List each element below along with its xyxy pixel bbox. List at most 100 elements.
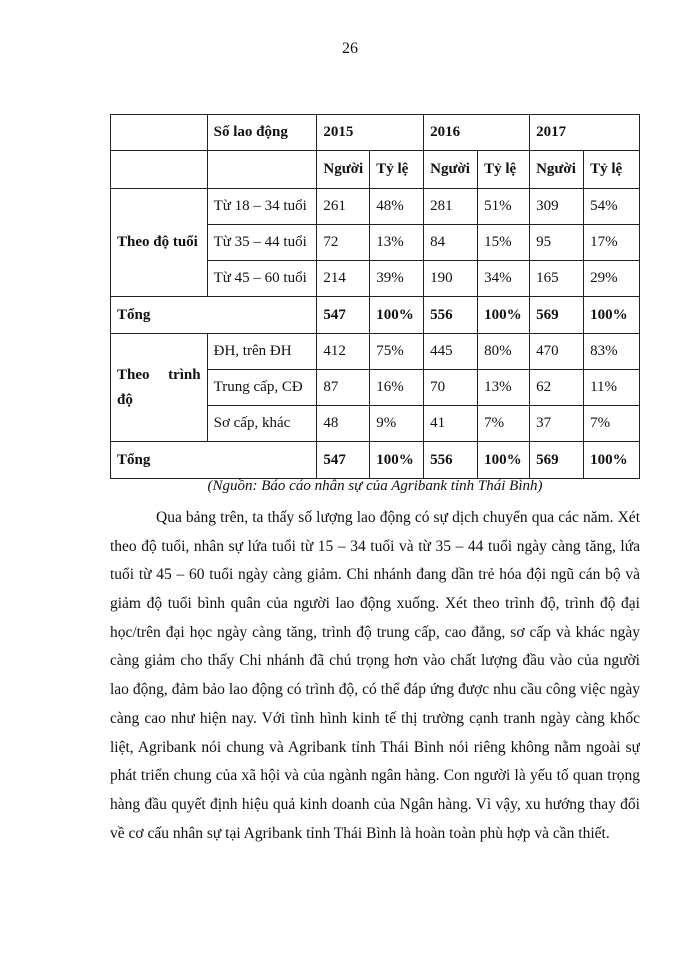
row-label: Từ 35 – 44 tuổi — [206, 224, 318, 261]
subheader-row: Người Tỷ lệ Người Tỷ lệ Người Tỷ lệ — [110, 150, 640, 189]
data-cell: 16% — [369, 369, 425, 406]
data-cell: 15% — [477, 224, 531, 261]
total-row: Tổng 547 100% 556 100% 569 100% — [109, 296, 640, 334]
subheader-cell: Tỷ lệ — [369, 150, 425, 189]
year-header: 2017 — [529, 114, 640, 151]
empty-cell — [110, 114, 208, 151]
subheader-cell: Tỷ lệ — [583, 150, 640, 189]
total-cell: 547 — [316, 441, 371, 479]
row-label: Từ 45 – 60 tuổi — [206, 260, 318, 297]
data-cell: 165 — [529, 260, 585, 297]
total-cell: 100% — [477, 296, 531, 334]
year-header: 2015 — [316, 114, 425, 151]
table-row: Trung cấp, CĐ 87 16% 70 13% 62 11% — [111, 369, 640, 406]
paragraph-line: giảm độ tuổi bình quân của người lao độn… — [110, 595, 640, 613]
subheader-cell: Người — [316, 150, 371, 189]
data-cell: 83% — [583, 333, 640, 370]
data-cell: 309 — [529, 188, 585, 225]
table-row: Theo độ tuổi Từ 18 – 34 tuổi 261 48% 281 51% 3… — [110, 188, 640, 297]
data-cell: 29% — [583, 260, 640, 297]
data-cell: 37 — [529, 405, 585, 442]
total-label: Tổng — [109, 441, 318, 479]
total-cell: 556 — [423, 296, 479, 334]
data-cell: 72 — [316, 224, 371, 261]
row-label: Từ 18 – 34 tuổi — [206, 188, 318, 225]
labor-table: Số lao động 2015 2016 2017 Người Tỷ lệ N… — [109, 114, 640, 479]
data-cell: 13% — [369, 224, 425, 261]
group-label-part: độ — [117, 391, 133, 408]
group-label-age: Theo độ tuổi — [110, 188, 208, 297]
data-cell: 7% — [583, 405, 640, 442]
total-label: Tổng — [109, 296, 318, 334]
data-cell: 261 — [316, 188, 371, 225]
data-cell: 51% — [477, 188, 531, 225]
total-row: Tổng 547 100% 556 100% 569 100% — [109, 441, 640, 479]
data-cell: 13% — [477, 369, 531, 406]
data-cell: 17% — [583, 224, 640, 261]
paragraph-line: liệt, Agribank nói chung và Agribank tỉn… — [110, 738, 640, 756]
paragraph-line: Qua bảng trên, ta thấy số lượng lao động… — [156, 509, 640, 526]
paragraph-line: theo độ tuổi, nhân sự lứa tuổi từ 15 – 3… — [110, 537, 640, 555]
group-label-part: trình — [168, 366, 201, 383]
data-cell: 470 — [529, 333, 585, 370]
empty-cell — [206, 150, 318, 189]
table-row: Từ 35 – 44 tuổi 72 13% 84 15% 95 17% — [111, 224, 640, 261]
data-cell: 87 — [316, 369, 371, 406]
subheader-cell: Tỷ lệ — [477, 150, 531, 189]
paragraph-line: lao động, đảm bảo lao động có trình độ, … — [110, 681, 640, 699]
row-label: Trung cấp, CĐ — [206, 369, 318, 406]
data-cell: 9% — [369, 405, 425, 442]
data-cell: 34% — [477, 260, 531, 297]
table-row: Từ 45 – 60 tuổi 214 39% 190 34% 165 29% — [111, 260, 640, 297]
total-cell: 100% — [583, 296, 640, 334]
data-cell: 41 — [423, 405, 479, 442]
data-cell: 39% — [369, 260, 425, 297]
total-cell: 100% — [477, 441, 531, 479]
group-label-part: Theo — [117, 366, 150, 383]
total-cell: 569 — [529, 441, 585, 479]
data-cell: 11% — [583, 369, 640, 406]
paragraph-line: hàng đầu quyết định hiệu quả kinh doanh … — [110, 795, 640, 813]
group-label-education: Theo trình độ — [110, 333, 208, 442]
page-number: 26 — [342, 40, 358, 57]
total-cell: 100% — [583, 441, 640, 479]
data-cell: 75% — [369, 333, 425, 370]
paragraph-line: về cơ cấu nhân sự tại Agribank tỉnh Thái… — [110, 824, 610, 842]
total-cell: 556 — [423, 441, 479, 479]
subheader-cell: Người — [423, 150, 479, 189]
data-cell: 7% — [477, 405, 531, 442]
data-cell: 62 — [529, 369, 585, 406]
data-cell: 80% — [477, 333, 531, 370]
header-row: Số lao động 2015 2016 2017 — [110, 114, 640, 151]
paragraph-line: tuổi từ 45 – 60 tuổi ngày càng giảm. Chi… — [110, 566, 640, 584]
total-cell: 100% — [369, 296, 425, 334]
data-cell: 54% — [583, 188, 640, 225]
row-label: ĐH, trên ĐH — [206, 333, 318, 370]
table-row: Theo trình độ ĐH, trên ĐH 412 75% 445 80% 470 83% — [110, 333, 640, 442]
data-cell: 214 — [316, 260, 371, 297]
data-cell: 95 — [529, 224, 585, 261]
subheader-cell: Người — [529, 150, 585, 189]
total-cell: 569 — [529, 296, 585, 334]
total-cell: 547 — [316, 296, 371, 334]
data-cell: 84 — [423, 224, 479, 261]
paragraph-line: càng cao như hiện nay. Với tình hình kin… — [110, 709, 640, 727]
data-cell: 48% — [369, 188, 425, 225]
table-row: Sơ cấp, khác 48 9% 41 7% 37 7% — [111, 405, 640, 442]
data-cell: 70 — [423, 369, 479, 406]
data-cell: 281 — [423, 188, 479, 225]
data-cell: 48 — [316, 405, 371, 442]
table-source-caption: (Nguồn: Báo cáo nhân sự của Agribank tỉn… — [207, 478, 543, 494]
col-label: Số lao động — [206, 114, 318, 151]
data-cell: 445 — [423, 333, 479, 370]
body-paragraph: Qua bảng trên, ta thấy số lượng lao động… — [110, 504, 640, 848]
paragraph-line: học/trên đại học ngày càng tăng, trình đ… — [110, 623, 640, 641]
year-header: 2016 — [423, 114, 531, 151]
data-cell: 412 — [316, 333, 371, 370]
paragraph-line: càng giảm cho thấy Chi nhánh đã chú trọn… — [110, 652, 640, 670]
row-label: Sơ cấp, khác — [206, 405, 318, 442]
paragraph-line: phát triển chung của xã hội và của ngành… — [110, 767, 640, 785]
data-cell: 190 — [423, 260, 479, 297]
total-cell: 100% — [369, 441, 425, 479]
empty-cell — [110, 150, 208, 189]
